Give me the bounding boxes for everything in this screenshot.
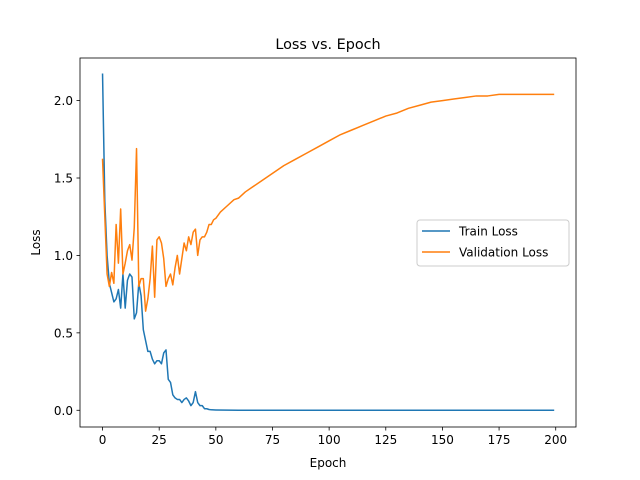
y-tick-label: 1.0: [54, 249, 73, 263]
plot-frame: [79, 57, 577, 428]
legend-label-validation-loss: Validation Loss: [459, 246, 548, 260]
x-tick-label: 25: [152, 433, 167, 447]
x-axis-ticks: 0 25 50 75 100 125 150 175 200: [99, 427, 567, 447]
x-tick-label: 75: [265, 433, 280, 447]
legend: Train Loss Validation Loss: [416, 219, 570, 267]
series-line-validation-loss: [101, 93, 555, 312]
x-axis-label: Epoch: [310, 456, 347, 470]
chart-title: Loss vs. Epoch: [275, 37, 380, 53]
legend-box: [416, 219, 570, 267]
legend-label-train-loss: Train Loss: [458, 225, 518, 239]
y-tick-label: 0.5: [54, 326, 73, 340]
y-tick-label: 0.0: [54, 404, 73, 418]
series-line-train-loss: [101, 73, 555, 412]
x-tick-label: 150: [431, 433, 454, 447]
x-tick-label: 200: [544, 433, 567, 447]
x-tick-label: 50: [208, 433, 223, 447]
x-tick-label: 0: [99, 433, 107, 447]
x-tick-label: 125: [374, 433, 397, 447]
y-axis-ticks: 0.0 0.5 1.0 1.5 2.0: [54, 94, 80, 418]
x-tick-label: 100: [318, 433, 341, 447]
x-tick-label: 175: [488, 433, 511, 447]
y-tick-label: 1.5: [54, 172, 73, 186]
y-tick-label: 2.0: [54, 94, 73, 108]
plot-lines: [101, 73, 555, 412]
y-axis-label: Loss: [29, 229, 43, 255]
